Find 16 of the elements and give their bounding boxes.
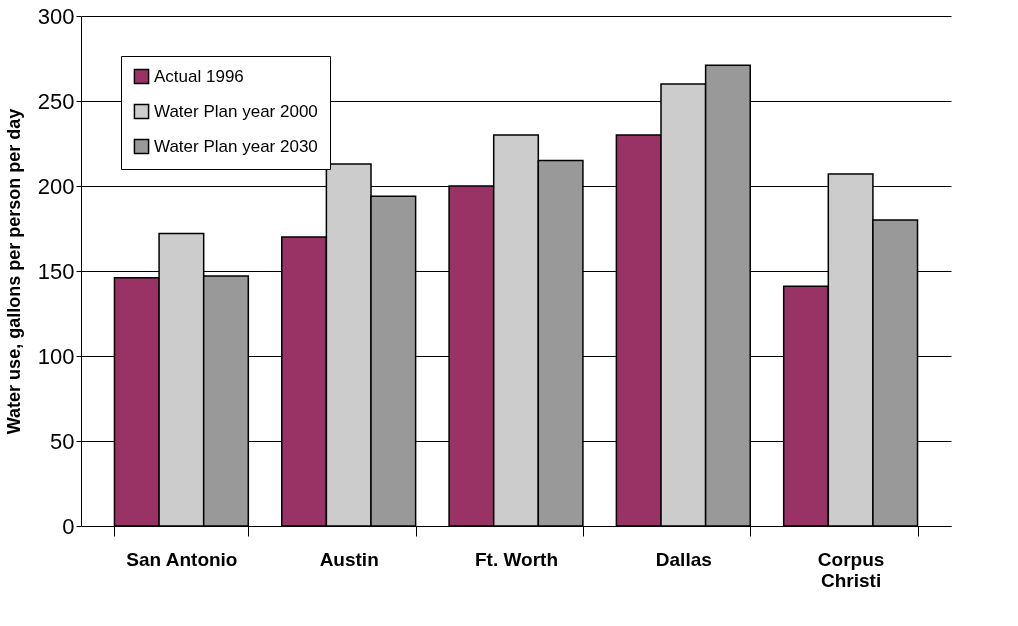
y-tick-label: 200	[37, 173, 75, 199]
y-axis-title: Water use, gallons per person per day	[3, 108, 24, 435]
x-tick-label: San Antonio	[126, 548, 238, 570]
y-tick-label: 0	[62, 513, 75, 539]
x-tick-label: Corpus Christi	[817, 548, 885, 591]
x-tick-label: Ft. Worth	[474, 548, 559, 570]
y-tick-label: 250	[37, 88, 75, 114]
legend-label: Water Plan year 2030	[154, 136, 318, 156]
y-tick-label: 100	[37, 343, 75, 369]
legend-label: Water Plan year 2000	[154, 101, 318, 121]
legend-label: Actual 1996	[154, 66, 244, 86]
y-tick-label: 300	[37, 3, 75, 29]
y-tick-label: 150	[37, 258, 75, 284]
y-tick-label: 50	[50, 428, 75, 454]
x-tick-label: Austin	[319, 548, 379, 570]
x-tick-label: Dallas	[655, 548, 712, 570]
